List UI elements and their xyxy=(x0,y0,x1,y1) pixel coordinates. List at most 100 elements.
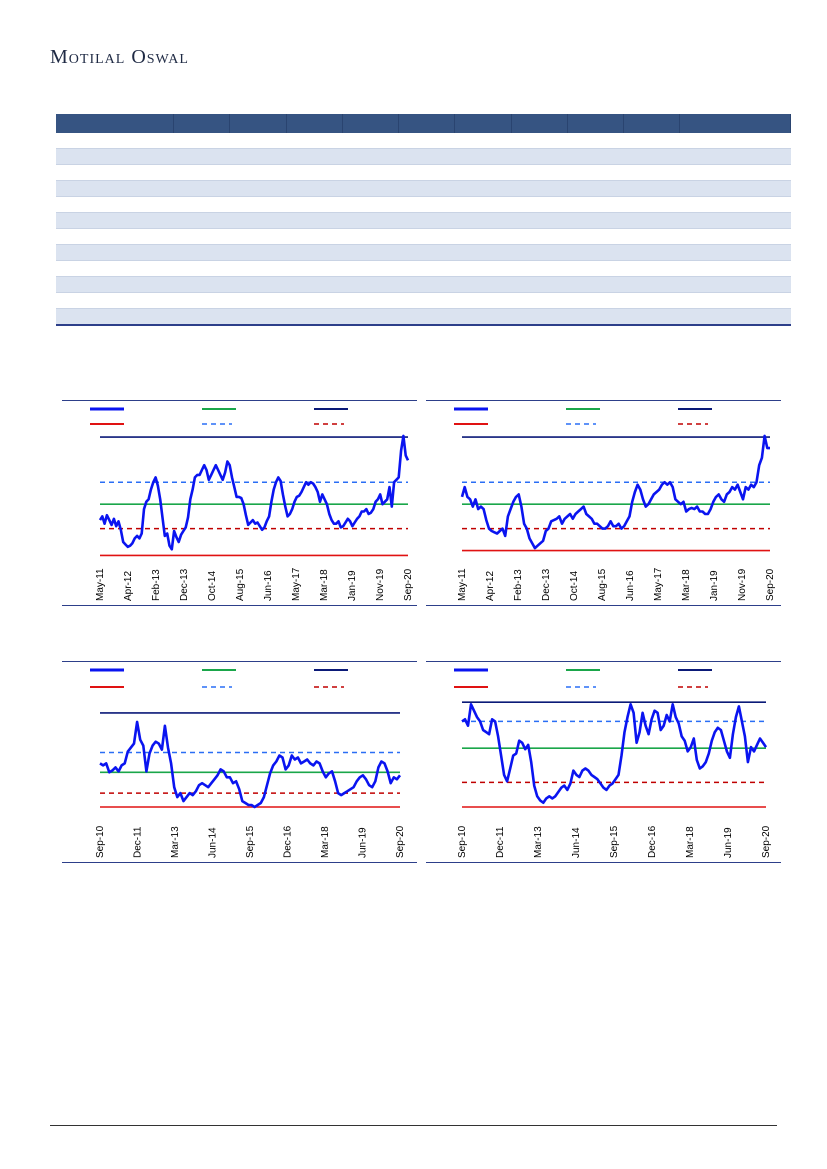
table-cell xyxy=(56,308,174,326)
x-tick-label: May-17 xyxy=(291,567,302,601)
table-row xyxy=(56,260,791,277)
table-cell xyxy=(229,308,287,326)
table-header-cell xyxy=(511,114,568,133)
table-cell xyxy=(567,180,624,197)
table-cell xyxy=(342,276,399,293)
table-cell xyxy=(567,148,624,165)
chart-2: May-11 Apr-12 Feb-13 Dec-13 Oct-14 Aug-15 Jun-… xyxy=(454,407,776,601)
table-cell xyxy=(623,164,680,181)
x-tick-label: Sep-20 xyxy=(761,825,772,858)
table-cell xyxy=(173,196,230,213)
x-tick-label: Dec-16 xyxy=(647,825,658,858)
table-row xyxy=(56,164,791,181)
brand-logo: Motilal Oswal xyxy=(50,46,189,68)
table-cell xyxy=(56,260,174,277)
table-cell xyxy=(56,212,174,229)
table-row xyxy=(56,180,791,197)
table-cell xyxy=(56,133,174,149)
x-tick-label: Sep-10 xyxy=(95,825,106,858)
table-row xyxy=(56,292,791,309)
table-cell xyxy=(56,164,174,181)
table-cell xyxy=(286,308,343,326)
table-cell xyxy=(173,292,230,309)
x-tick-label: Aug-15 xyxy=(597,568,608,601)
table-cell xyxy=(398,164,455,181)
table-cell xyxy=(679,164,791,181)
chart-3: Sep-10 Dec-11 Mar-13 Jun-14 Sep-15 Dec-16 Mar-… xyxy=(90,668,406,858)
table-cell xyxy=(286,212,343,229)
table-row xyxy=(56,148,791,165)
table-cell xyxy=(567,292,624,309)
x-tick-label: May-11 xyxy=(95,568,106,601)
table-cell xyxy=(342,133,399,149)
x-tick-label: Aug-15 xyxy=(235,568,246,601)
x-tick-label: Jun-14 xyxy=(208,827,219,858)
table-cell xyxy=(398,276,455,293)
chart-panel-3: Sep-10 Dec-11 Mar-13 Jun-14 Sep-15 Dec-16 Mar-… xyxy=(62,661,417,863)
table-cell xyxy=(511,244,568,261)
table-row xyxy=(56,228,791,245)
table-cell xyxy=(511,308,568,326)
table-cell xyxy=(679,308,791,326)
table-cell xyxy=(173,212,230,229)
chart-panel-2: May-11 Apr-12 Feb-13 Dec-13 Oct-14 Aug-15 Jun-… xyxy=(426,400,781,606)
table-cell xyxy=(511,276,568,293)
table-cell xyxy=(679,180,791,197)
data-table xyxy=(56,114,791,326)
table-header-cell xyxy=(567,114,624,133)
table-cell xyxy=(229,260,287,277)
table-cell xyxy=(173,244,230,261)
table-cell xyxy=(229,164,287,181)
x-tick-label: Sep-10 xyxy=(457,825,468,858)
x-tick-label: Jun-16 xyxy=(625,570,636,601)
table-cell xyxy=(679,212,791,229)
table-cell xyxy=(286,228,343,245)
table-cell xyxy=(567,260,624,277)
table-cell xyxy=(454,212,512,229)
table-cell xyxy=(679,228,791,245)
x-tick-label: Mar-13 xyxy=(533,826,544,858)
table-cell xyxy=(286,148,343,165)
table-cell xyxy=(229,196,287,213)
table-cell xyxy=(56,244,174,261)
table-cell xyxy=(511,196,568,213)
table-cell xyxy=(454,164,512,181)
table-cell xyxy=(56,148,174,165)
table-cell xyxy=(623,133,680,149)
table-cell xyxy=(173,148,230,165)
table-cell xyxy=(342,292,399,309)
series-line xyxy=(98,434,410,551)
table-header-cell xyxy=(229,114,287,133)
table-cell xyxy=(511,180,568,197)
chart-panel-1: May-11 Apr-12 Feb-13 Dec-13 Oct-14 Aug-15 Jun-… xyxy=(62,400,417,606)
table-cell xyxy=(567,133,624,149)
table-cell xyxy=(286,244,343,261)
table-cell xyxy=(679,276,791,293)
table-row xyxy=(56,196,791,213)
table-cell xyxy=(342,148,399,165)
table-cell xyxy=(173,308,230,326)
table-cell xyxy=(454,308,512,326)
table-cell xyxy=(342,260,399,277)
table-header-cell xyxy=(286,114,343,133)
table-cell xyxy=(567,308,624,326)
table-cell xyxy=(173,276,230,293)
table-cell xyxy=(567,196,624,213)
table-cell xyxy=(56,228,174,245)
table-cell xyxy=(286,164,343,181)
table-cell xyxy=(286,196,343,213)
table-row xyxy=(56,308,791,326)
table-cell xyxy=(173,228,230,245)
table-cell xyxy=(342,308,399,326)
table-cell xyxy=(286,260,343,277)
table-cell xyxy=(342,212,399,229)
table-cell xyxy=(398,180,455,197)
table-cell xyxy=(623,228,680,245)
table-cell xyxy=(511,212,568,229)
table-cell xyxy=(454,148,512,165)
table-cell xyxy=(454,292,512,309)
table-header-cell xyxy=(398,114,455,133)
table-cell xyxy=(229,244,287,261)
x-tick-label: Mar-18 xyxy=(685,826,696,858)
table-cell xyxy=(567,244,624,261)
